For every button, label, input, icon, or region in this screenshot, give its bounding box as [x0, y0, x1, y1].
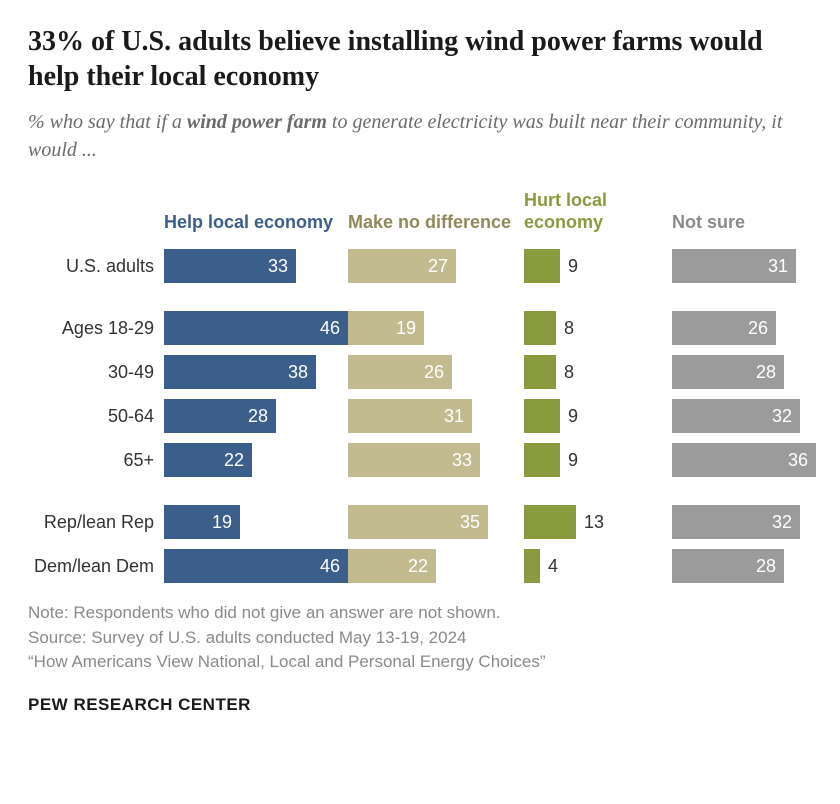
bar-cell: 26 — [672, 311, 816, 345]
bar-value: 8 — [564, 318, 574, 339]
bar-value: 46 — [164, 311, 348, 345]
column-headers: Help local economyMake no differenceHurt… — [28, 190, 812, 237]
bar — [524, 311, 556, 345]
bar-value: 35 — [348, 505, 488, 539]
bar-value: 28 — [164, 399, 276, 433]
bar-value: 28 — [672, 549, 784, 583]
bar-cell: 32 — [672, 399, 816, 433]
bar-cell: 46 — [164, 549, 348, 583]
note-line: Source: Survey of U.S. adults conducted … — [28, 626, 812, 651]
bar-cell: 9 — [524, 399, 672, 433]
data-row: Ages 18-294619 8 26 — [28, 309, 812, 347]
subtitle-pre: % who say that if a — [28, 111, 187, 133]
chart-title: 33% of U.S. adults believe installing wi… — [28, 24, 812, 94]
bar-value: 31 — [672, 249, 796, 283]
bar-value: 22 — [164, 443, 252, 477]
bar-cell: 9 — [524, 249, 672, 283]
bar-value: 33 — [164, 249, 296, 283]
bar — [524, 355, 556, 389]
bar — [524, 399, 560, 433]
bar-value: 8 — [564, 362, 574, 383]
bar-cell: 26 — [348, 355, 524, 389]
subtitle-bold: wind power farm — [187, 111, 327, 133]
data-row: Dem/lean Dem4622 4 28 — [28, 547, 812, 585]
row-label: Ages 18-29 — [28, 318, 164, 339]
bar-value: 28 — [672, 355, 784, 389]
bar-cell: 31 — [672, 249, 816, 283]
row-label: 30-49 — [28, 362, 164, 383]
data-row: 50-6428 31 9 32 — [28, 397, 812, 435]
bar-cell: 19 — [348, 311, 524, 345]
bar-value: 32 — [672, 505, 800, 539]
bar-value: 9 — [568, 406, 578, 427]
bar-value: 31 — [348, 399, 472, 433]
data-row: Rep/lean Rep19 35 13 32 — [28, 503, 812, 541]
bar-cell: 33 — [164, 249, 348, 283]
bar-cell: 31 — [348, 399, 524, 433]
bar-cell: 22 — [164, 443, 348, 477]
bar — [524, 549, 540, 583]
note-line: Note: Respondents who did not give an an… — [28, 601, 812, 626]
bar-cell: 27 — [348, 249, 524, 283]
bar-cell: 28 — [164, 399, 348, 433]
bar-cell: 28 — [672, 549, 816, 583]
bar-value: 22 — [348, 549, 436, 583]
column-header: Make no difference — [348, 212, 524, 238]
bar-cell: 4 — [524, 549, 672, 583]
bar-value: 9 — [568, 256, 578, 277]
bar-value: 46 — [164, 549, 348, 583]
bar — [524, 505, 576, 539]
bar-cell: 46 — [164, 311, 348, 345]
bar-cell: 28 — [672, 355, 816, 389]
bar-cell: 32 — [672, 505, 816, 539]
data-row: 65+2233936 — [28, 441, 812, 479]
bar — [524, 249, 560, 283]
column-header: Not sure — [672, 212, 816, 238]
bar-value: 19 — [164, 505, 240, 539]
bar-value: 36 — [672, 443, 816, 477]
bar-cell: 13 — [524, 505, 672, 539]
bar-value: 33 — [348, 443, 480, 477]
column-header: Help local economy — [164, 212, 348, 238]
bar-cell: 9 — [524, 443, 672, 477]
row-label: 50-64 — [28, 406, 164, 427]
bar-value: 9 — [568, 450, 578, 471]
bar-cell: 35 — [348, 505, 524, 539]
bar-value: 27 — [348, 249, 456, 283]
bar-value: 32 — [672, 399, 800, 433]
bar — [524, 443, 560, 477]
bar-value: 13 — [584, 512, 604, 533]
bar-cell: 36 — [672, 443, 816, 477]
bar-cell: 38 — [164, 355, 348, 389]
row-label: 65+ — [28, 450, 164, 471]
row-label: Dem/lean Dem — [28, 556, 164, 577]
bar-cell: 33 — [348, 443, 524, 477]
chart-subtitle: % who say that if a wind power farm to g… — [28, 108, 812, 164]
bar-cell: 8 — [524, 355, 672, 389]
column-header: Hurt local economy — [524, 190, 672, 237]
bar-value: 19 — [348, 311, 424, 345]
note-line: “How Americans View National, Local and … — [28, 650, 812, 675]
row-label: Rep/lean Rep — [28, 512, 164, 533]
bar-cell: 22 — [348, 549, 524, 583]
bar-cell: 19 — [164, 505, 348, 539]
bar-value: 26 — [672, 311, 776, 345]
bar-chart: Help local economyMake no differenceHurt… — [28, 190, 812, 585]
attribution: PEW RESEARCH CENTER — [28, 695, 812, 715]
bar-value: 38 — [164, 355, 316, 389]
chart-notes: Note: Respondents who did not give an an… — [28, 601, 812, 675]
bar-value: 4 — [548, 556, 558, 577]
bar-cell: 8 — [524, 311, 672, 345]
row-label: U.S. adults — [28, 256, 164, 277]
data-row: 30-4938 26 8 28 — [28, 353, 812, 391]
bar-value: 26 — [348, 355, 452, 389]
data-row: U.S. adults33 27 9 31 — [28, 247, 812, 285]
